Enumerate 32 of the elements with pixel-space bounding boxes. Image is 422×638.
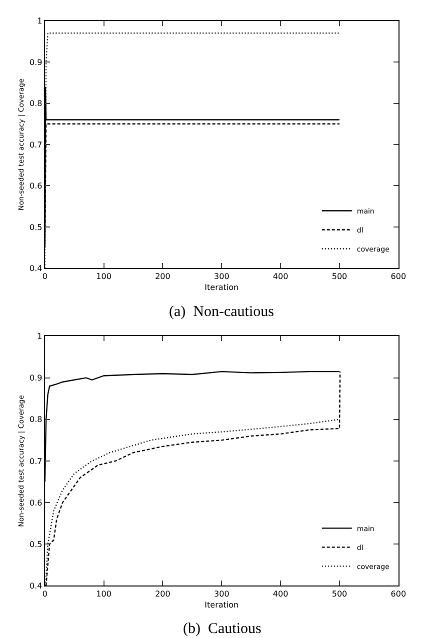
x-tick-label: 600	[390, 589, 406, 598]
x-tick-label: 400	[272, 272, 288, 281]
y-tick-label: 0.7	[30, 456, 42, 466]
text: (b) Cautious	[183, 621, 262, 637]
x-tick-label: 500	[332, 589, 348, 598]
y-tick-label: 0.5	[30, 540, 42, 549]
y-tick-label: 1	[37, 332, 42, 342]
x-tick-label: 100	[96, 589, 112, 598]
y-tick-label: 0.5	[30, 222, 42, 232]
x-axis-title: Iteration	[204, 600, 239, 610]
y-tick-label: 0.6	[30, 498, 42, 508]
x-tick-label: 100	[96, 272, 112, 281]
y-tick-label: 0.7	[30, 140, 42, 150]
x-tick-label: 200	[155, 589, 170, 598]
x-tick-label: 200	[155, 272, 170, 281]
y-tick-label: 0.8	[30, 99, 42, 108]
y-tick-label: 0.8	[30, 415, 42, 424]
text: (a) Non-cautious	[169, 304, 274, 320]
y-tick-label: 0.9	[30, 374, 42, 383]
y-tick-label: 0.6	[30, 182, 42, 191]
x-tick-label: 0	[42, 272, 48, 281]
x-tick-label: 400	[272, 589, 288, 598]
x-tick-label: 500	[332, 272, 348, 281]
x-axis-title: Iteration	[204, 282, 239, 292]
x-tick-label: 0	[42, 589, 48, 598]
y-tick-label: 0.4	[30, 264, 42, 274]
y-tick-label: 0.9	[30, 58, 42, 67]
y-tick-label: 0.4	[30, 581, 42, 590]
x-tick-label: 300	[214, 272, 230, 281]
x-tick-label: 300	[214, 589, 230, 598]
y-tick-label: 1	[37, 16, 42, 26]
x-tick-label: 600	[390, 272, 406, 281]
